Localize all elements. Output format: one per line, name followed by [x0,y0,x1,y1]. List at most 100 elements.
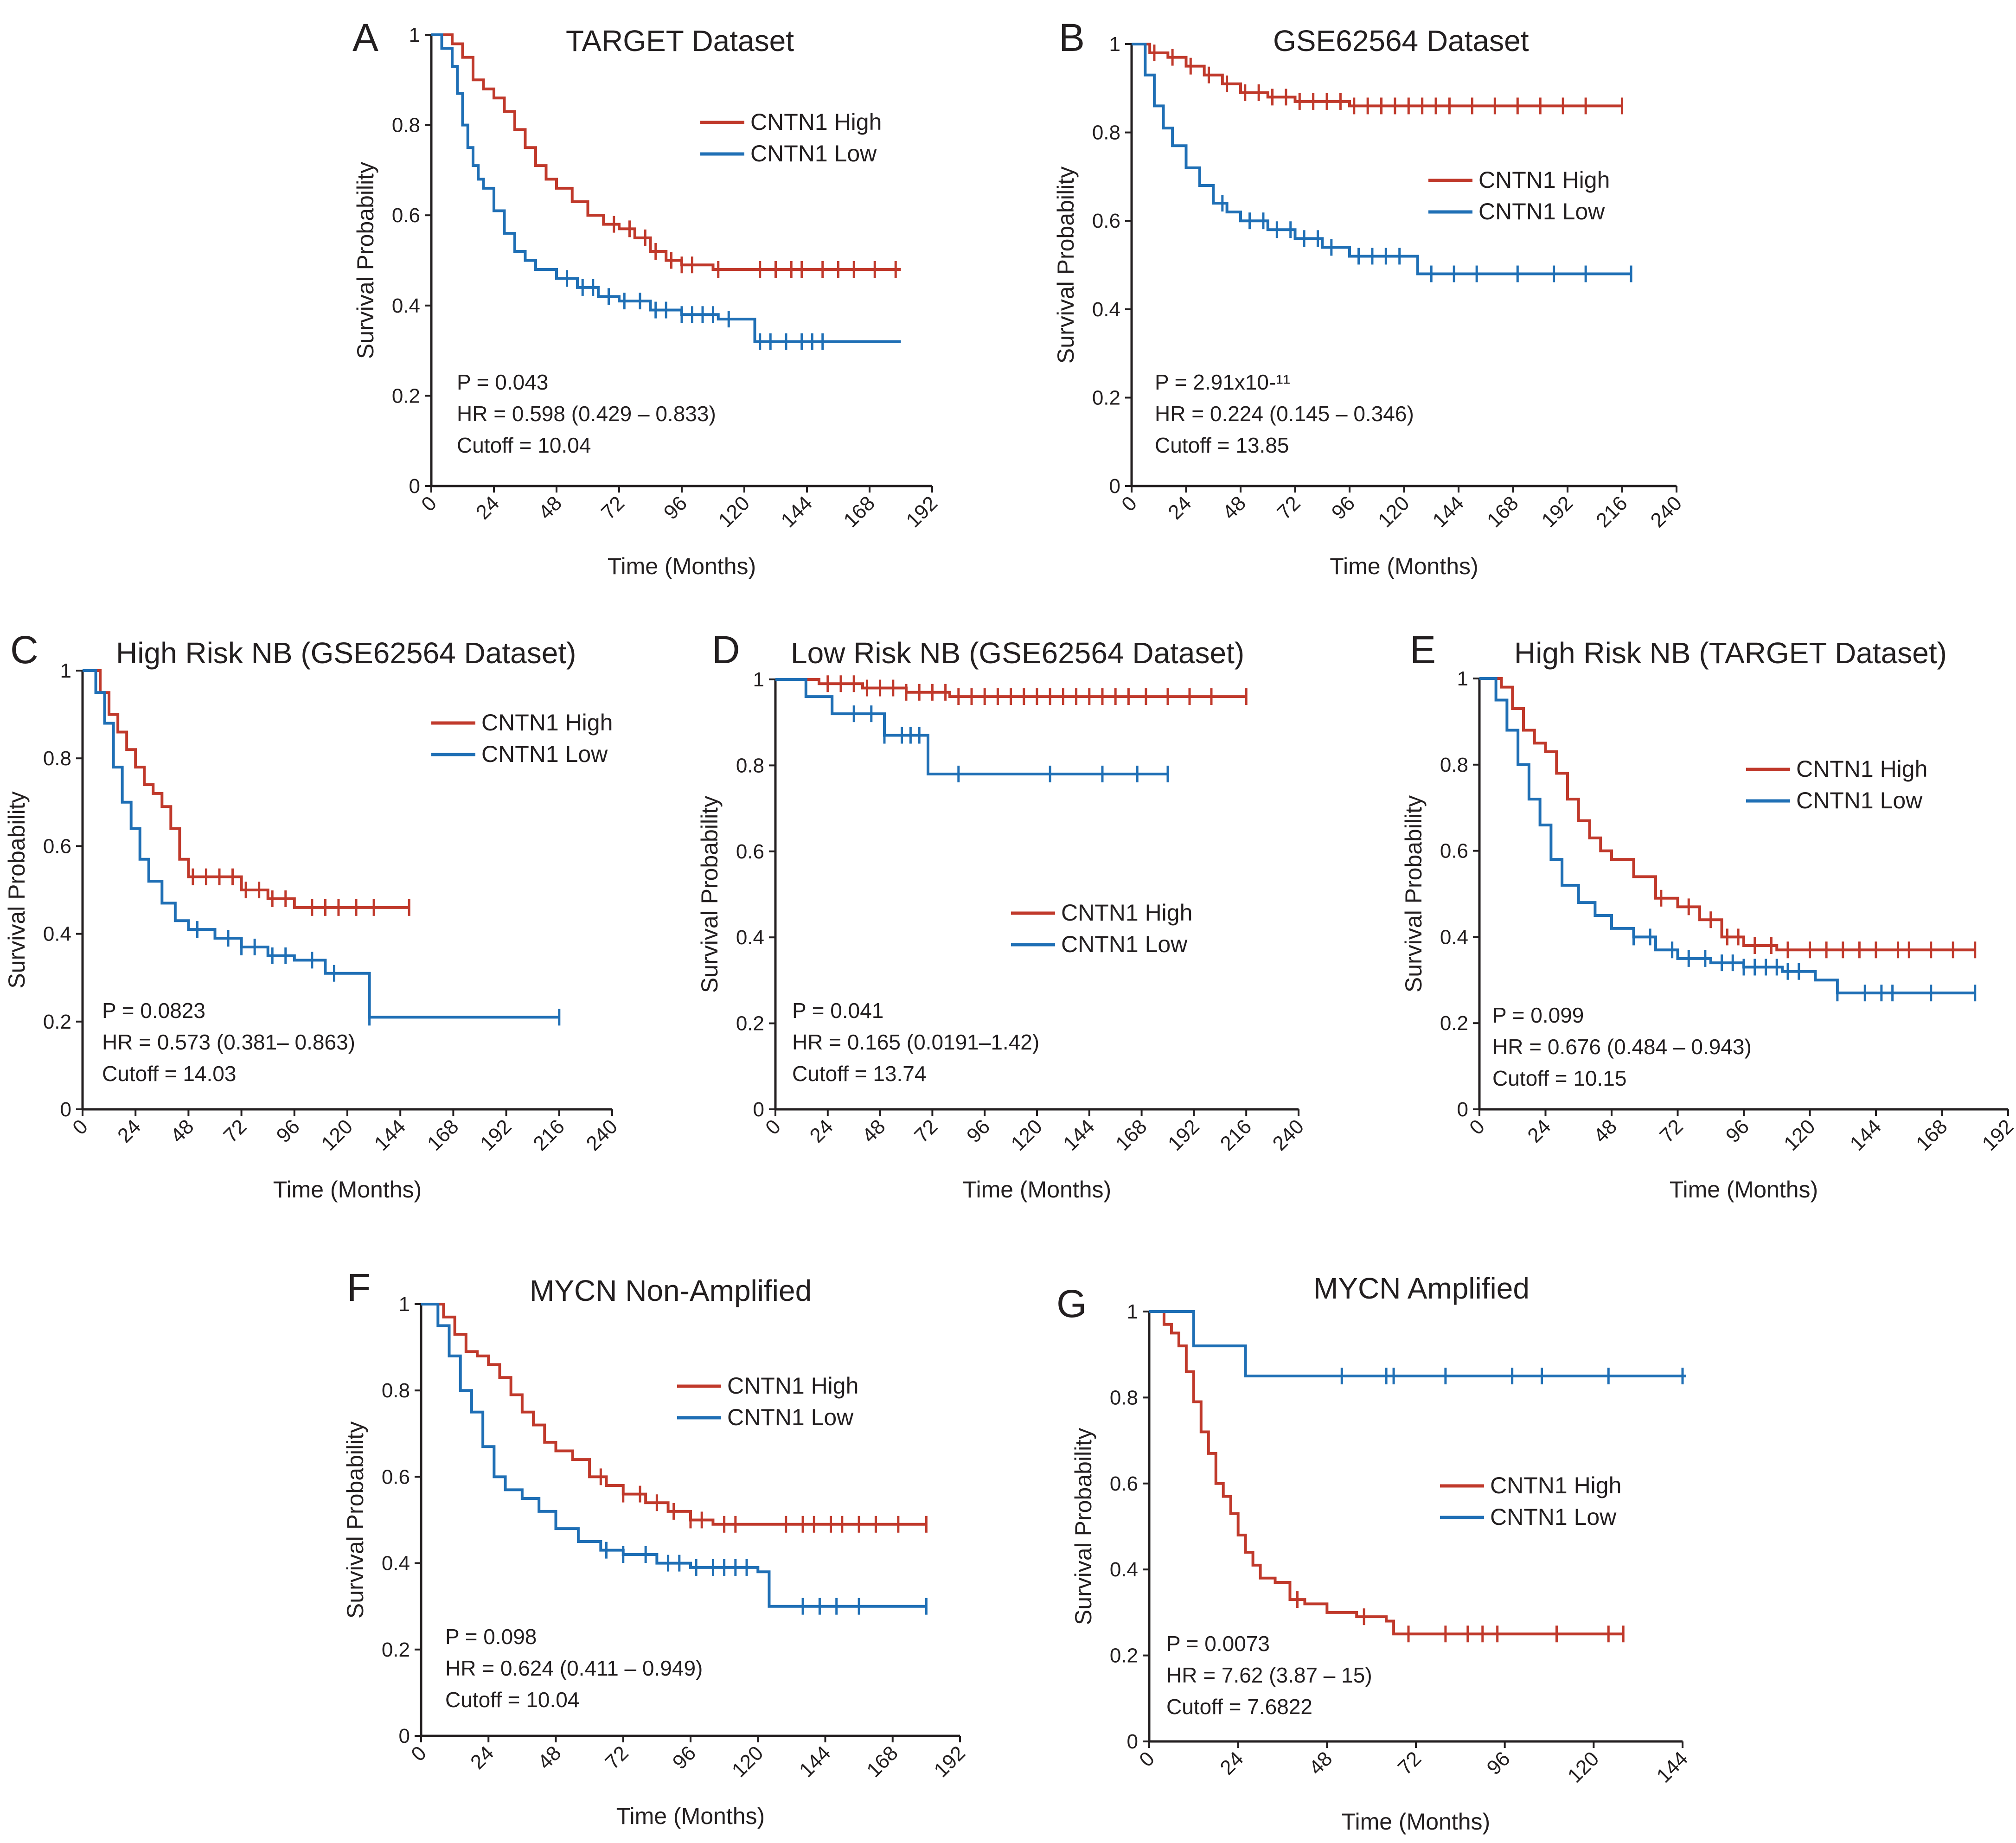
x-tick-label: 240 [582,1115,622,1155]
x-tick-label: 72 [910,1115,942,1147]
y-tick-label: 0.6 [1440,840,1468,863]
x-tick-label: 24 [472,492,504,524]
stat-line: Cutoff = 10.04 [445,1688,579,1712]
x-tick-label: 144 [1428,492,1469,532]
stat-line: HR = 0.624 (0.411 – 0.949) [445,1656,703,1680]
x-tick-label: 24 [113,1115,145,1147]
y-axis-label: Survival Probability [342,1421,368,1619]
x-tick-label: 168 [862,1741,902,1782]
y-tick-label: 0.2 [382,1638,410,1661]
legend-label-cntn1-high: CNTN1 High [1796,756,1927,782]
y-tick-label: 0 [60,1098,71,1121]
x-axis-label: Time (Months) [273,1177,422,1203]
y-tick-label: 1 [1109,33,1120,56]
x-tick-label: 168 [839,492,880,532]
x-tick-label: 192 [1978,1115,2016,1155]
curve-cntn1-low [1149,1310,1686,1378]
y-tick-label: 0.8 [382,1379,410,1402]
x-tick-label: 48 [533,1741,565,1773]
y-tick-label: 0.8 [1440,754,1468,776]
legend-label-cntn1-low: CNTN1 Low [1061,931,1188,957]
legend-label-cntn1-low: CNTN1 Low [727,1404,854,1430]
x-tick-label: 0 [761,1115,785,1139]
panel-letter: F [347,1266,371,1309]
x-tick-label: 48 [1589,1115,1621,1147]
y-tick-label: 0.4 [1110,1558,1138,1581]
y-tick-label: 0.4 [43,923,71,946]
y-tick-label: 0.8 [736,754,764,777]
y-axis-label: Survival Probability [1401,795,1427,992]
stat-line: P = 0.098 [445,1625,537,1649]
panel-letter: D [712,628,740,672]
x-tick-label: 72 [601,1741,633,1773]
x-tick-label: 240 [1268,1115,1309,1155]
stat-line: Cutoff = 10.15 [1492,1066,1626,1090]
y-tick-label: 0.2 [1110,1645,1138,1667]
stat-line: HR = 0.676 (0.484 – 0.943) [1492,1035,1752,1059]
y-tick-label: 0.8 [1110,1386,1138,1409]
y-tick-label: 0.2 [392,384,420,407]
y-tick-label: 1 [1127,1300,1138,1323]
curve-cntn1-high [775,678,1247,698]
x-tick-label: 72 [1394,1747,1426,1779]
y-tick-label: 0 [753,1098,764,1121]
x-tick-label: 48 [534,492,566,524]
x-tick-label: 120 [317,1115,358,1155]
x-tick-label: 96 [659,492,691,524]
x-tick-label: 144 [1059,1115,1099,1155]
y-tick-label: 0.6 [1110,1472,1138,1495]
y-axis-label: Survival Probability [1053,166,1079,364]
y-tick-label: 0.2 [43,1011,71,1033]
curve-cntn1-low [1132,43,1632,275]
y-tick-label: 1 [409,24,420,46]
x-tick-label: 0 [1465,1115,1489,1139]
x-axis-label: Time (Months) [616,1803,765,1829]
stat-line: P = 2.91x10-¹¹ [1155,370,1290,394]
curve-cntn1-high [1479,677,1975,952]
x-tick-label: 72 [219,1115,251,1147]
x-tick-label: 120 [714,492,755,532]
panel-title: High Risk NB (GSE62564 Dataset) [116,636,576,670]
stat-line: Cutoff = 13.85 [1155,433,1289,457]
y-tick-label: 0.8 [392,114,420,137]
x-tick-label: 168 [423,1115,463,1155]
x-tick-label: 96 [962,1115,994,1147]
panel-letter: C [10,628,38,672]
y-tick-label: 0 [1457,1098,1468,1121]
curve-cntn1-high [1132,43,1622,108]
panel-letter: A [352,16,378,59]
y-tick-label: 0.6 [43,835,71,858]
panel-letter: G [1056,1282,1087,1325]
x-tick-label: 144 [795,1741,835,1782]
legend-label-cntn1-high: CNTN1 High [1490,1472,1621,1498]
curve-cntn1-low [1479,677,1975,995]
x-tick-label: 24 [466,1741,498,1773]
panel-title: MYCN Amplified [1313,1272,1530,1305]
x-tick-label: 48 [166,1115,198,1147]
panel-title: MYCN Non-Amplified [530,1274,812,1307]
y-tick-label: 0.2 [1440,1012,1468,1035]
x-tick-label: 0 [417,492,441,516]
panel-title: GSE62564 Dataset [1273,24,1529,58]
x-tick-label: 72 [597,492,629,524]
y-tick-label: 0.4 [382,1552,410,1575]
x-tick-label: 144 [370,1115,410,1155]
curve-cntn1-low [421,1303,927,1608]
panel-c: 0 0.2 0.4 0.6 0.8 1 0 24 48 72 96 120 144 168 192 216 24… [4,628,622,1203]
stat-line: Cutoff = 14.03 [102,1062,236,1086]
stat-line: P = 0.041 [792,998,883,1023]
x-axis-label: Time (Months) [1330,553,1478,579]
x-tick-label: 168 [1483,492,1523,532]
y-axis-label: Survival Probability [4,791,30,988]
x-tick-label: 96 [272,1115,304,1147]
x-axis-label: Time (Months) [1670,1177,1818,1203]
y-tick-label: 0.6 [736,840,764,863]
x-tick-label: 192 [930,1741,970,1782]
curve-cntn1-high [431,33,901,271]
x-tick-label: 0 [1135,1747,1159,1771]
y-tick-label: 1 [399,1293,410,1316]
y-tick-label: 0 [1127,1730,1138,1753]
legend-label-cntn1-low: CNTN1 Low [1478,198,1605,224]
x-tick-label: 48 [1218,492,1250,524]
